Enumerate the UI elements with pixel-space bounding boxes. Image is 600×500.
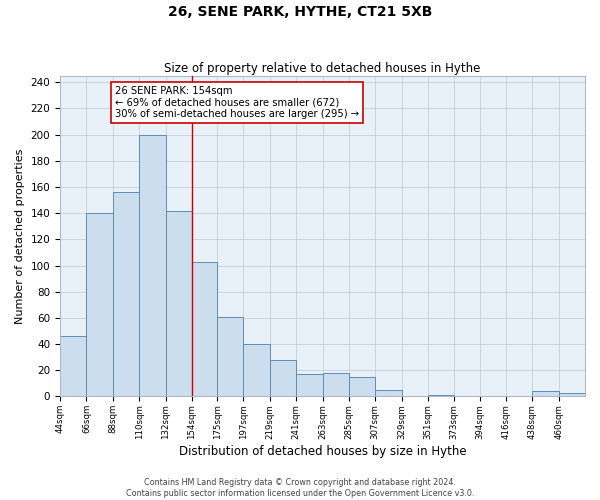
Bar	[559, 392, 585, 396]
Bar	[192, 262, 217, 396]
Bar	[86, 213, 113, 396]
Text: 26 SENE PARK: 154sqm
← 69% of detached houses are smaller (672)
30% of semi-deta: 26 SENE PARK: 154sqm ← 69% of detached h…	[115, 86, 359, 120]
Bar	[270, 360, 296, 397]
Bar	[323, 373, 349, 396]
Bar	[349, 377, 375, 396]
X-axis label: Distribution of detached houses by size in Hythe: Distribution of detached houses by size …	[179, 444, 466, 458]
Y-axis label: Number of detached properties: Number of detached properties	[15, 148, 25, 324]
Bar	[217, 316, 244, 396]
Bar	[244, 344, 270, 397]
Bar	[60, 336, 86, 396]
Bar	[532, 391, 559, 396]
Title: Size of property relative to detached houses in Hythe: Size of property relative to detached ho…	[164, 62, 481, 74]
Bar	[296, 374, 323, 396]
Bar	[139, 134, 166, 396]
Bar	[113, 192, 139, 396]
Text: Contains HM Land Registry data © Crown copyright and database right 2024.
Contai: Contains HM Land Registry data © Crown c…	[126, 478, 474, 498]
Text: 26, SENE PARK, HYTHE, CT21 5XB: 26, SENE PARK, HYTHE, CT21 5XB	[168, 5, 432, 19]
Bar	[428, 395, 454, 396]
Bar	[166, 210, 192, 396]
Bar	[375, 390, 401, 396]
